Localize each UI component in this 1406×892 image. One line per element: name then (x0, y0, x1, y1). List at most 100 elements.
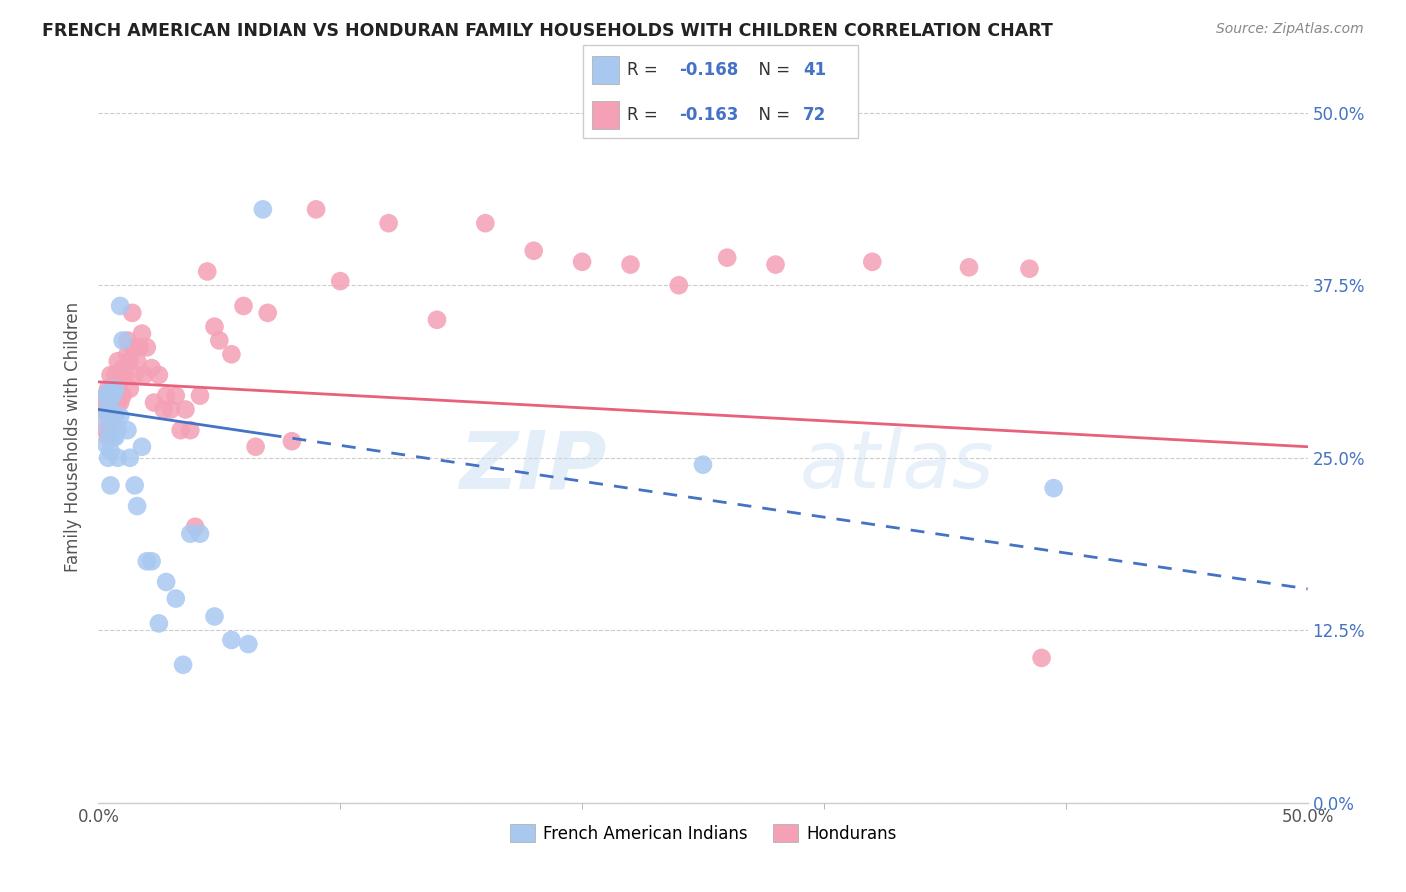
Point (172, 657, 194, 672)
Point (571, 255, 593, 269)
Point (104, 382, 127, 396)
Point (124, 368, 146, 382)
Point (100, 417, 122, 431)
Point (100, 395, 122, 409)
Point (118, 354, 141, 368)
Text: 41: 41 (803, 61, 825, 78)
Point (1018, 261, 1040, 276)
Point (232, 299, 254, 313)
Point (101, 402, 124, 417)
Point (94, 389, 117, 403)
Point (107, 382, 129, 396)
Point (108, 299, 131, 313)
Point (117, 347, 139, 361)
Point (111, 389, 134, 403)
Point (104, 430, 127, 444)
FancyBboxPatch shape (583, 45, 858, 138)
Point (305, 202, 328, 217)
Point (1042, 481, 1064, 495)
Point (100, 368, 122, 382)
Text: -0.168: -0.168 (679, 61, 738, 78)
Point (100, 443, 122, 458)
Legend: French American Indians, Hondurans: French American Indians, Hondurans (503, 818, 903, 849)
Point (221, 632, 243, 647)
Point (135, 554, 157, 568)
Point (94, 389, 117, 403)
Point (716, 251, 738, 265)
Point (165, 389, 187, 403)
Point (152, 402, 174, 417)
Point (174, 402, 197, 417)
Point (97, 430, 120, 444)
Point (97, 409, 120, 424)
Point (101, 430, 124, 444)
Point (221, 347, 243, 361)
Point (127, 499, 149, 513)
Point (104, 409, 127, 424)
Text: FRENCH AMERICAN INDIAN VS HONDURAN FAMILY HOUSEHOLDS WITH CHILDREN CORRELATION C: FRENCH AMERICAN INDIAN VS HONDURAN FAMIL… (42, 22, 1053, 40)
Point (117, 334, 139, 348)
Point (165, 591, 187, 606)
Point (127, 354, 149, 368)
Point (668, 278, 690, 293)
Point (131, 440, 153, 454)
Text: 72: 72 (803, 106, 827, 124)
Point (108, 375, 131, 389)
Text: N =: N = (748, 106, 796, 124)
Point (121, 340, 143, 354)
Point (104, 368, 127, 382)
Point (97, 450, 120, 465)
Point (523, 244, 546, 258)
Point (107, 354, 129, 368)
Point (135, 340, 157, 354)
Point (101, 409, 124, 424)
Text: Source: ZipAtlas.com: Source: ZipAtlas.com (1216, 22, 1364, 37)
Bar (592, 101, 619, 129)
Point (160, 402, 183, 417)
Point (155, 574, 177, 589)
Point (97, 402, 120, 417)
Point (860, 255, 883, 269)
Point (204, 319, 226, 334)
Point (204, 609, 226, 624)
Point (245, 440, 267, 454)
Point (179, 526, 201, 541)
Text: -0.163: -0.163 (679, 106, 738, 124)
Point (94, 423, 117, 437)
Point (128, 340, 150, 354)
Point (118, 450, 141, 465)
Y-axis label: Family Households with Children: Family Households with Children (65, 302, 83, 572)
Point (179, 423, 201, 437)
Text: R =: R = (627, 61, 664, 78)
Point (100, 402, 122, 417)
Point (692, 458, 714, 472)
Text: N =: N = (748, 61, 796, 78)
Point (107, 450, 129, 465)
Point (195, 264, 218, 278)
Point (474, 216, 496, 230)
Point (141, 554, 163, 568)
Point (100, 478, 122, 492)
Point (108, 409, 131, 424)
Point (118, 382, 141, 396)
Point (281, 434, 304, 449)
Point (104, 409, 127, 424)
Point (131, 326, 153, 341)
Point (619, 258, 641, 272)
Point (148, 368, 170, 382)
Point (111, 334, 134, 348)
Point (188, 389, 211, 403)
Point (169, 423, 191, 437)
Bar (592, 56, 619, 84)
Point (100, 389, 122, 403)
Point (97, 395, 120, 409)
Point (377, 216, 399, 230)
Point (97, 382, 120, 396)
Text: R =: R = (627, 106, 664, 124)
Point (101, 382, 124, 396)
Point (101, 389, 124, 403)
Point (329, 274, 352, 288)
Point (148, 616, 170, 631)
Point (134, 368, 156, 382)
Point (252, 202, 274, 217)
